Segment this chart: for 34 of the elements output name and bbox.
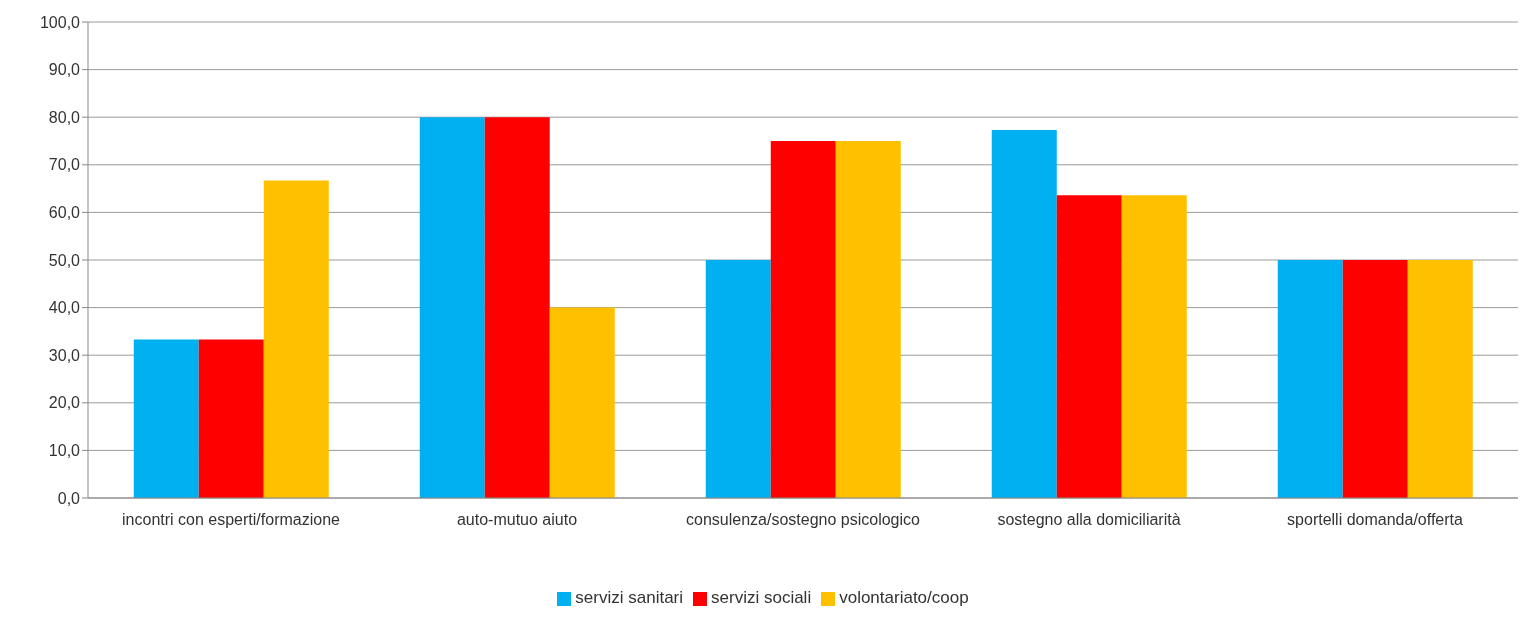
- bar: [1121, 195, 1187, 498]
- y-tick-label: 70,0: [48, 156, 81, 174]
- y-tick-label: 50,0: [48, 251, 81, 269]
- x-tick-label: consulenza/sostegno psicologico: [686, 511, 921, 529]
- y-tick-label: 80,0: [48, 108, 81, 126]
- bar: [991, 130, 1057, 498]
- legend-label: volontariato/coop: [839, 588, 969, 607]
- y-tick-label: 40,0: [48, 299, 81, 317]
- y-tick-label: 30,0: [48, 346, 81, 364]
- legend-label: servizi sanitari: [575, 588, 684, 607]
- bar: [835, 141, 901, 498]
- x-tick-label: sostegno alla domiciliarità: [997, 511, 1181, 529]
- y-tick-label: 60,0: [48, 204, 81, 222]
- legend-label: servizi sociali: [711, 588, 812, 607]
- bar: [198, 339, 264, 498]
- y-tick-label: 20,0: [48, 394, 81, 412]
- bar: [263, 180, 329, 498]
- x-tick-label: sportelli domanda/offerta: [1287, 511, 1464, 529]
- y-tick-label: 0,0: [57, 489, 81, 507]
- y-tick-label: 10,0: [48, 442, 81, 460]
- bar: [549, 307, 615, 498]
- bar: [1056, 195, 1122, 498]
- bar: [484, 117, 550, 498]
- bar: [1342, 260, 1408, 498]
- y-tick-label: 90,0: [48, 61, 81, 79]
- bar: [770, 141, 836, 498]
- bar: [1277, 260, 1343, 498]
- bar: [1407, 260, 1473, 498]
- y-tick-label: 100,0: [39, 13, 81, 31]
- bar: [705, 260, 771, 498]
- x-tick-label: incontri con esperti/formazione: [122, 511, 341, 529]
- bar: [419, 117, 485, 498]
- x-tick-label: auto-mutuo aiuto: [456, 511, 578, 529]
- bar: [133, 339, 199, 498]
